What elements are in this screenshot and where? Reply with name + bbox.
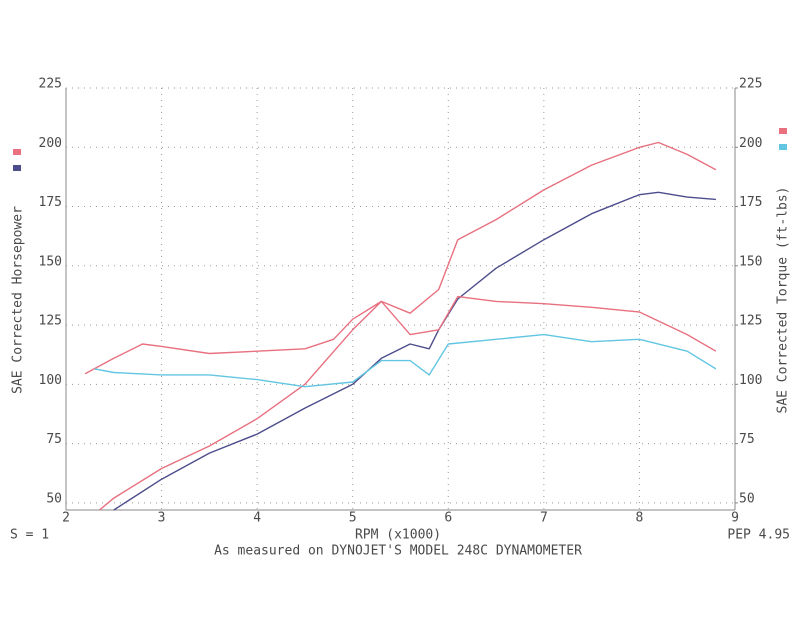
y2-tick-label: 50 <box>739 491 755 506</box>
note: S = 1 <box>10 528 49 543</box>
y2-tick-label: 225 <box>739 77 762 92</box>
y2-tick-label: 175 <box>739 195 762 210</box>
x-tick-label: 9 <box>731 511 739 526</box>
y-tick-label: 125 <box>39 314 62 329</box>
y2-tick-label: 75 <box>739 432 755 447</box>
y-tick-label: 150 <box>39 254 62 269</box>
x-tick-label: 2 <box>62 511 70 526</box>
y2-tick-label: 150 <box>739 254 762 269</box>
y-axis-label: SAE Corrected Horsepower <box>11 206 26 394</box>
legend-swatch <box>779 128 787 134</box>
y-tick-label: 75 <box>46 432 62 447</box>
y2-tick-label: 200 <box>739 136 762 151</box>
series-line <box>84 295 717 375</box>
x-axis-label: RPM (x1000) <box>355 528 441 543</box>
legend-swatch <box>13 149 21 155</box>
legend-swatch <box>779 144 787 150</box>
series-line <box>99 141 717 511</box>
series-line <box>94 333 717 388</box>
y-tick-label: 100 <box>39 373 62 388</box>
y-tick-label: 200 <box>39 136 62 151</box>
x-tick-label: 4 <box>253 511 261 526</box>
y-tick-label: 225 <box>39 77 62 92</box>
x-tick-label: 8 <box>636 511 644 526</box>
legend-swatch <box>13 165 21 171</box>
note: PEP 4.95 <box>727 528 790 543</box>
x-tick-label: 7 <box>540 511 548 526</box>
series-line <box>113 191 716 511</box>
x-tick-label: 6 <box>444 511 452 526</box>
y-tick-label: 50 <box>46 491 62 506</box>
y2-tick-label: 125 <box>739 314 762 329</box>
y2-tick-label: 100 <box>739 373 762 388</box>
note: As measured on DYNOJET'S MODEL 248C DYNA… <box>214 544 582 559</box>
y-tick-label: 175 <box>39 195 62 210</box>
y2-axis-label: SAE Corrected Torque (ft-lbs) <box>776 187 791 414</box>
x-tick-label: 3 <box>158 511 166 526</box>
x-tick-label: 5 <box>349 511 357 526</box>
